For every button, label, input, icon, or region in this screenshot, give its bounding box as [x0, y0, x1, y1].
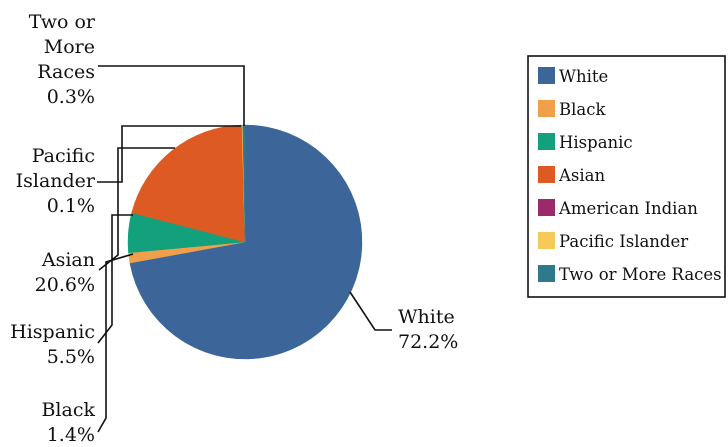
- slice-label-hispanic: Hispanic 5.5%: [10, 321, 95, 368]
- leader-line-two-or-more-races: [98, 65, 245, 126]
- slice-label-pacific-islander: Pacific Islander 0.1%: [16, 145, 96, 217]
- legend: White Black Hispanic Asian American Indian Pa…: [527, 55, 726, 298]
- leader-lines: [97, 65, 392, 433]
- slice-label-asian: Asian 20.6%: [35, 249, 95, 296]
- legend-item-white: White: [538, 67, 608, 86]
- legend-swatch-american-indian: [538, 199, 555, 216]
- legend-label-pacific-islander: Pacific Islander: [559, 232, 688, 251]
- legend-item-american-indian: American Indian: [538, 199, 698, 218]
- legend-label-asian: Asian: [558, 166, 605, 185]
- legend-label-white: White: [559, 67, 608, 86]
- legend-swatch-hispanic: [538, 133, 555, 150]
- slice-label-white: White 72.2%: [398, 306, 458, 353]
- legend-swatch-black: [538, 100, 555, 117]
- legend-label-two-or-more-races: Two or More Races: [559, 265, 722, 284]
- leader-line-white: [349, 291, 392, 331]
- legend-item-black: Black: [538, 100, 606, 119]
- slice-labels: White 72.2% Two or More Races 0.3% Pacific Isla…: [10, 11, 458, 446]
- legend-item-two-or-more-races: Two or More Races: [538, 265, 722, 284]
- slice-label-black: Black 1.4%: [41, 399, 95, 446]
- slice-label-two-or-more-races: Two or More Races 0.3%: [29, 11, 96, 108]
- leader-line-hispanic: [97, 214, 133, 344]
- legend-item-hispanic: Hispanic: [538, 133, 633, 152]
- leader-line-asian: [98, 147, 175, 271]
- legend-swatch-white: [538, 67, 555, 84]
- legend-frame: [527, 55, 726, 298]
- pie-slice-white: [129, 124, 363, 360]
- legend-swatch-two-or-more-races: [538, 265, 555, 282]
- pie-slices: [127, 124, 363, 360]
- legend-label-black: Black: [559, 100, 606, 119]
- legend-label-hispanic: Hispanic: [559, 133, 633, 152]
- leader-line-pacific-islander: [97, 125, 241, 183]
- legend-label-american-indian: American Indian: [558, 199, 698, 218]
- legend-item-asian: Asian: [538, 166, 605, 185]
- legend-swatch-pacific-islander: [538, 232, 555, 249]
- leader-line-black: [97, 253, 134, 433]
- legend-swatch-asian: [538, 166, 555, 183]
- legend-item-pacific-islander: Pacific Islander: [538, 232, 688, 251]
